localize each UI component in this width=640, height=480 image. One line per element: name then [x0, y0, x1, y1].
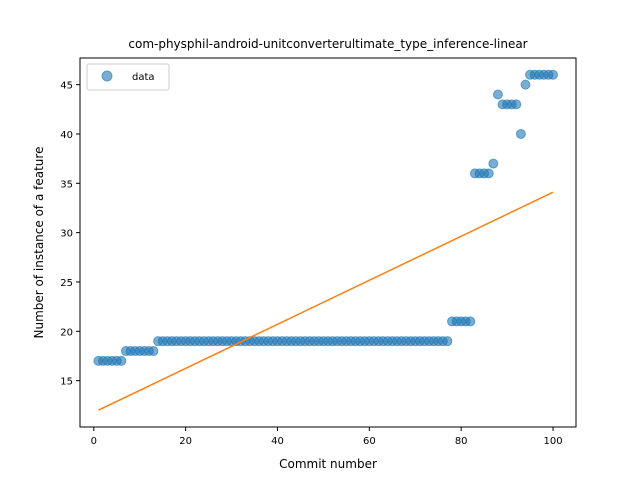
- y-axis-title: Number of instance of a feature: [32, 147, 46, 339]
- plot-area: [93, 69, 559, 411]
- data-point: [116, 355, 127, 366]
- data-point: [465, 316, 476, 327]
- axis-ticks: 0 20 40 60 80 100 15 20 25 30 35 40 45: [60, 81, 562, 447]
- data-point: [148, 346, 159, 357]
- x-tick-label: 20: [179, 436, 192, 447]
- y-tick-label: 20: [60, 327, 73, 338]
- data-point: [492, 89, 503, 100]
- y-tick-label: 35: [60, 179, 73, 190]
- legend-marker-data: [101, 70, 113, 82]
- legend-box: [86, 63, 170, 91]
- data-point: [483, 168, 494, 179]
- x-tick-label: 80: [455, 436, 468, 447]
- x-tick-label: 0: [91, 436, 97, 447]
- y-tick-label: 45: [60, 81, 73, 92]
- y-tick-label: 15: [60, 377, 73, 388]
- data-point: [515, 128, 526, 139]
- y-tick-label: 25: [60, 278, 73, 289]
- data-point: [520, 79, 531, 90]
- data-point: [548, 69, 559, 80]
- data-point: [488, 158, 499, 169]
- y-tick-label: 40: [60, 130, 73, 141]
- x-tick-label: 100: [543, 436, 562, 447]
- x-tick-label: 60: [363, 436, 376, 447]
- legend-label-data: data: [132, 72, 155, 83]
- x-tick-label: 40: [271, 436, 284, 447]
- x-axis-title: Commit number: [279, 457, 377, 471]
- data-point: [511, 99, 522, 110]
- data-point: [442, 336, 453, 347]
- fit-line: [98, 191, 554, 411]
- plot-frame: [79, 57, 577, 428]
- y-tick-label: 30: [60, 229, 73, 240]
- legend: data: [86, 63, 170, 91]
- chart-title: com-physphil-android-unitconverterultima…: [128, 37, 527, 51]
